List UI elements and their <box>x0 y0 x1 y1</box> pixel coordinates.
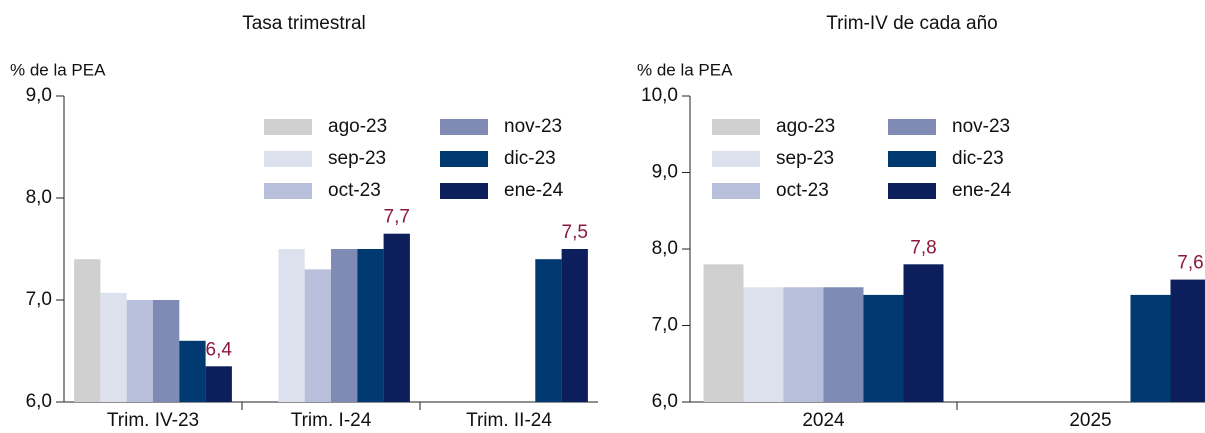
bar <box>1130 294 1171 402</box>
bar <box>903 264 944 402</box>
legend-label: dic-23 <box>504 148 556 169</box>
bar <box>703 264 744 402</box>
legend-label: ago-23 <box>328 116 387 137</box>
y-axis-label: % de la PEA <box>10 60 106 79</box>
subtitle: Trim-IV de cada año <box>826 13 997 34</box>
legend-swatch <box>712 119 760 135</box>
bar <box>383 233 410 402</box>
value-label: 7,8 <box>910 237 936 258</box>
x-tick-label: Trim. II-24 <box>466 410 552 431</box>
legend-swatch <box>440 183 488 199</box>
y-tick-label: 9,0 <box>26 85 52 106</box>
bar <box>561 249 588 402</box>
bar <box>357 249 384 402</box>
y-tick-label: 8,0 <box>26 187 52 208</box>
legend-swatch <box>888 183 936 199</box>
legend-swatch <box>264 151 312 167</box>
legend-label: ene-24 <box>952 180 1012 201</box>
bar <box>74 259 101 402</box>
x-tick-label: Trim. IV-23 <box>107 410 199 431</box>
y-tick-label: 7,0 <box>26 289 52 310</box>
legend-label: sep-23 <box>776 148 834 169</box>
bar <box>1170 279 1205 402</box>
legend-label: oct-23 <box>328 180 381 201</box>
bar <box>100 292 127 402</box>
value-label: 7,7 <box>384 207 410 228</box>
bar <box>153 300 180 402</box>
x-tick-label: 2024 <box>802 410 845 431</box>
y-tick-label: 10,0 <box>641 85 678 106</box>
bar <box>743 287 784 402</box>
legend-swatch <box>440 151 488 167</box>
x-tick-label: 2025 <box>1069 410 1111 431</box>
legend-swatch <box>712 183 760 199</box>
legend-label: nov-23 <box>504 116 562 137</box>
bar <box>783 287 824 402</box>
y-tick-label: 8,0 <box>652 238 678 259</box>
subtitle: Tasa trimestral <box>242 13 366 34</box>
bar <box>823 287 864 402</box>
legend-swatch <box>888 151 936 167</box>
bar <box>535 259 562 402</box>
legend-label: ago-23 <box>776 116 835 137</box>
legend-label: ene-24 <box>504 180 564 201</box>
y-tick-label: 9,0 <box>652 162 678 183</box>
value-label: 7,6 <box>1177 253 1203 274</box>
value-label: 6,4 <box>206 339 233 360</box>
bar <box>278 249 305 402</box>
y-tick-label: 7,0 <box>652 315 678 336</box>
legend-label: nov-23 <box>952 116 1010 137</box>
x-tick-label: Trim. I-24 <box>291 410 372 431</box>
bar <box>863 294 904 402</box>
bar <box>331 249 358 402</box>
y-axis-label: % de la PEA <box>637 60 733 79</box>
legend-label: oct-23 <box>776 180 829 201</box>
value-label: 7,5 <box>562 222 588 243</box>
y-tick-label: 6,0 <box>652 391 678 412</box>
bar <box>205 366 232 402</box>
legend-swatch <box>264 119 312 135</box>
bar <box>126 300 153 402</box>
bar <box>304 269 331 402</box>
legend-swatch <box>888 119 936 135</box>
legend-swatch <box>712 151 760 167</box>
legend-swatch <box>264 183 312 199</box>
legend-swatch <box>440 119 488 135</box>
y-tick-label: 6,0 <box>26 391 52 412</box>
legend-label: dic-23 <box>952 148 1004 169</box>
legend-label: sep-23 <box>328 148 386 169</box>
bar <box>179 340 206 402</box>
